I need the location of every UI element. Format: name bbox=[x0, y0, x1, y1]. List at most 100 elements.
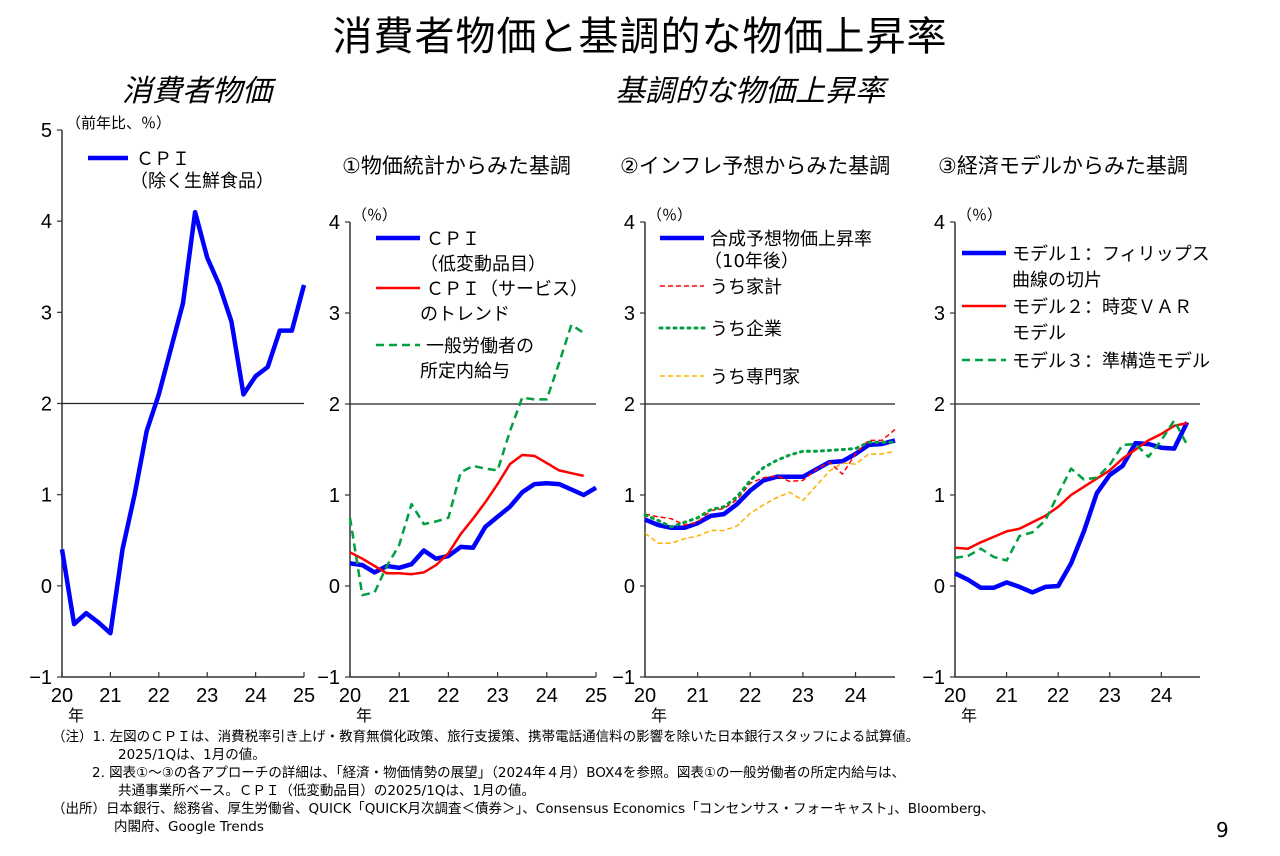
legend-label: うち専門家 bbox=[710, 367, 800, 388]
page-number: 9 bbox=[1216, 818, 1229, 842]
y-tick-label: 3 bbox=[934, 303, 945, 325]
legend-label: ＣＰＩ（サービス） bbox=[426, 279, 588, 300]
y-tick-label: 3 bbox=[329, 303, 340, 325]
x-tick-label: 20 bbox=[944, 685, 966, 707]
x-tick-label: 23 bbox=[1099, 685, 1121, 707]
series-line-0 bbox=[349, 480, 598, 575]
y-axis-unit-label: （％） bbox=[957, 206, 1002, 224]
legend-label: モデル１：フィリップス bbox=[1012, 244, 1210, 265]
x-tick-label: 21 bbox=[995, 685, 1017, 707]
y-tick-label: 2 bbox=[41, 394, 52, 416]
series-line-2 bbox=[954, 419, 1189, 562]
series-line-2 bbox=[348, 323, 585, 597]
panel-title-approach1: ①物価統計からみた基調 bbox=[342, 154, 571, 178]
y-tick-label: 1 bbox=[41, 485, 52, 507]
x-tick-label: 23 bbox=[486, 685, 508, 707]
legend-label-line2: モデル bbox=[1012, 323, 1066, 344]
x-tick-label: 23 bbox=[196, 685, 218, 707]
legend-label: モデル２：時変ＶＡＲ bbox=[1012, 297, 1192, 318]
legend-label: ＣＰＩ bbox=[136, 149, 190, 170]
y-tick-label: −1 bbox=[29, 667, 52, 689]
x-axis-label: 年 bbox=[651, 706, 667, 725]
y-tick-label: 0 bbox=[934, 576, 945, 598]
page-title: 消費者物価と基調的な物価上昇率 bbox=[332, 14, 948, 60]
x-tick-label: 24 bbox=[1150, 685, 1172, 707]
y-tick-label: 0 bbox=[329, 576, 340, 598]
x-tick-label: 20 bbox=[634, 685, 656, 707]
x-tick-label: 23 bbox=[792, 685, 814, 707]
x-tick-label: 25 bbox=[293, 685, 315, 707]
source-note: （出所）日本銀行、総務省、厚生労働省、QUICK「QUICK月次調査＜債券＞」、… bbox=[52, 801, 995, 817]
legend-label-line2: （低変動品目） bbox=[420, 254, 546, 275]
x-tick-label: 25 bbox=[585, 685, 607, 707]
y-tick-label: 0 bbox=[624, 576, 635, 598]
note-2-cont: 共通事業所ベース。ＣＰＩ（低変動品目）の2025/1Qは、1月の値。 bbox=[118, 783, 536, 799]
y-tick-label: 4 bbox=[41, 211, 52, 233]
y-axis-unit-label: （％） bbox=[647, 206, 692, 224]
y-tick-label: 2 bbox=[934, 394, 945, 416]
x-tick-label: 21 bbox=[99, 685, 121, 707]
series-line-0 bbox=[644, 438, 896, 531]
y-tick-label: −1 bbox=[922, 667, 945, 689]
y-tick-label: 0 bbox=[41, 576, 52, 598]
legend-label-line2: （10年後） bbox=[704, 251, 799, 272]
y-tick-label: 3 bbox=[41, 302, 52, 324]
y-tick-label: −1 bbox=[317, 667, 340, 689]
legend-label-line2: 所定内給与 bbox=[420, 361, 510, 382]
subtitle-underlying-inflation: 基調的な物価上昇率 bbox=[615, 74, 885, 109]
series-line-0 bbox=[59, 209, 307, 636]
x-axis-label: 年 bbox=[68, 706, 84, 725]
legend-label-line2: のトレンド bbox=[420, 304, 510, 325]
x-tick-label: 20 bbox=[51, 685, 73, 707]
note-2: 2. 図表①～③の各アプローチの詳細は、「経済・物価情勢の展望」（2024年４月… bbox=[92, 765, 905, 781]
series-line-1 bbox=[644, 428, 896, 526]
legend-label: うち家計 bbox=[710, 277, 782, 298]
subtitle-cpi: 消費者物価 bbox=[122, 74, 272, 109]
y-tick-label: 3 bbox=[624, 303, 635, 325]
legend-label-line2: 曲線の切片 bbox=[1012, 270, 1102, 291]
y-tick-label: 2 bbox=[624, 394, 635, 416]
y-tick-label: 5 bbox=[41, 120, 52, 142]
note-1: （注）1. 左図のＣＰＩは、消費税率引き上げ・教育無償化政策、旅行支援策、携帯電… bbox=[52, 729, 920, 745]
panel-title-approach3: ③経済モデルからみた基調 bbox=[938, 154, 1188, 178]
x-tick-label: 20 bbox=[339, 685, 361, 707]
x-tick-label: 24 bbox=[844, 685, 866, 707]
x-axis-label: 年 bbox=[961, 706, 977, 725]
legend-label: うち企業 bbox=[710, 319, 782, 340]
y-tick-label: 4 bbox=[329, 212, 340, 234]
footnotes: （注）1. 左図のＣＰＩは、消費税率引き上げ・教育無償化政策、旅行支援策、携帯電… bbox=[52, 728, 995, 836]
series-line-1 bbox=[349, 453, 584, 576]
x-tick-label: 24 bbox=[244, 685, 266, 707]
series-line-0 bbox=[954, 421, 1190, 595]
x-tick-label: 22 bbox=[739, 685, 761, 707]
series-line-3 bbox=[644, 450, 896, 544]
legend-label: 合成予想物価上昇率 bbox=[710, 229, 872, 250]
x-tick-label: 22 bbox=[148, 685, 170, 707]
y-axis-unit-label: （％） bbox=[352, 206, 397, 224]
y-axis-unit-label: （前年比、％） bbox=[66, 114, 171, 132]
x-tick-label: 21 bbox=[687, 685, 709, 707]
source-note-cont: 内閣府、Google Trends bbox=[114, 819, 264, 835]
note-1-cont: 2025/1Qは、1月の値。 bbox=[118, 747, 266, 763]
legend-label: ＣＰＩ bbox=[426, 229, 480, 250]
legend-label: 一般労働者の bbox=[426, 336, 534, 357]
x-axis-label: 年 bbox=[356, 706, 372, 725]
x-tick-label: 24 bbox=[536, 685, 558, 707]
y-tick-label: −1 bbox=[612, 667, 635, 689]
x-tick-label: 21 bbox=[388, 685, 410, 707]
y-tick-label: 1 bbox=[934, 485, 945, 507]
legend-label: モデル３：準構造モデル bbox=[1012, 351, 1210, 372]
y-tick-label: 1 bbox=[624, 485, 635, 507]
series-line-2 bbox=[643, 440, 897, 529]
x-tick-label: 22 bbox=[437, 685, 459, 707]
series-line-1 bbox=[954, 421, 1188, 550]
y-tick-label: 4 bbox=[934, 212, 945, 234]
y-tick-label: 4 bbox=[624, 212, 635, 234]
panel-title-approach2: ②インフレ予想からみた基調 bbox=[620, 154, 891, 178]
y-tick-label: 1 bbox=[329, 485, 340, 507]
x-tick-label: 22 bbox=[1047, 685, 1069, 707]
